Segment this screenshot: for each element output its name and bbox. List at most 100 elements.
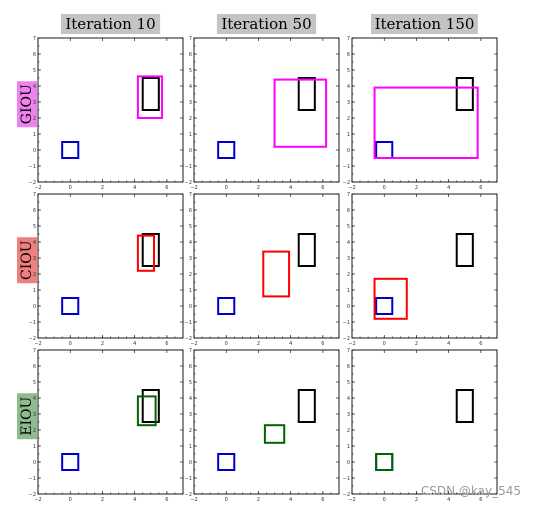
y-tick-label: 2 — [33, 272, 36, 278]
x-tick-label: 4 — [289, 185, 292, 191]
x-tick-label: −2 — [348, 185, 355, 191]
row-label: GIOU — [19, 84, 35, 124]
y-tick-label: 5 — [189, 224, 192, 230]
column-title-bg — [216, 14, 317, 34]
predicted-box — [136, 75, 164, 119]
y-tick-label: 7 — [33, 192, 36, 198]
target-box — [455, 233, 474, 267]
y-tick-label: 4 — [33, 84, 36, 90]
y-tick-label: 0 — [189, 460, 192, 466]
x-tick-label: 6 — [479, 497, 482, 503]
y-tick-label: 0 — [33, 460, 36, 466]
y-tick-label: 1 — [189, 444, 192, 450]
anchor-box — [375, 453, 394, 471]
target-box — [141, 233, 160, 267]
y-tick-label: 7 — [189, 348, 192, 354]
y-tick-label: 2 — [189, 116, 192, 122]
predicted-box — [375, 453, 394, 471]
x-tick-label: 0 — [383, 185, 386, 191]
x-tick-label: 4 — [133, 185, 136, 191]
watermark: CSDN @kay_545 — [420, 484, 521, 498]
x-tick-label: 4 — [289, 341, 292, 347]
y-tick-label: 1 — [189, 132, 192, 138]
y-tick-label: 5 — [189, 68, 192, 74]
y-tick-label: 4 — [189, 240, 192, 246]
y-tick-label: 6 — [189, 52, 192, 58]
x-tick-label: 0 — [69, 185, 72, 191]
x-tick-label: −2 — [190, 497, 197, 503]
x-tick-label: 0 — [383, 341, 386, 347]
y-tick-label: −2 — [185, 336, 192, 342]
x-tick-label: 4 — [289, 497, 292, 503]
y-tick-label: 2 — [33, 428, 36, 434]
y-tick-label: −2 — [29, 180, 36, 186]
y-tick-label: 4 — [347, 396, 350, 402]
y-tick-label: −2 — [185, 492, 192, 498]
x-tick-label: −2 — [34, 185, 41, 191]
y-tick-label: 4 — [33, 396, 36, 402]
y-tick-label: −2 — [343, 492, 350, 498]
y-tick-label: 0 — [189, 304, 192, 310]
predicted-box — [263, 424, 286, 444]
row-label-bg — [17, 81, 37, 128]
y-tick-label: 5 — [189, 380, 192, 386]
y-tick-label: 0 — [189, 148, 192, 154]
y-tick-label: 6 — [33, 52, 36, 58]
y-tick-label: 7 — [33, 348, 36, 354]
y-tick-label: −1 — [29, 476, 36, 482]
y-tick-label: 2 — [347, 116, 350, 122]
x-tick-label: −2 — [34, 497, 41, 503]
column-title-bg — [371, 14, 478, 34]
anchor-box — [61, 297, 80, 315]
anchor-box — [375, 297, 394, 315]
column-title: Iteration 10 — [65, 15, 155, 33]
x-tick-label: −2 — [348, 341, 355, 347]
y-tick-label: 3 — [347, 412, 350, 418]
y-tick-label: 3 — [33, 256, 36, 262]
y-tick-label: 1 — [347, 444, 350, 450]
x-tick-label: 0 — [69, 497, 72, 503]
target-box — [297, 233, 316, 267]
y-tick-label: 7 — [347, 36, 350, 42]
y-tick-label: 0 — [347, 460, 350, 466]
panel-frame — [351, 349, 498, 495]
y-tick-label: 4 — [347, 84, 350, 90]
y-tick-label: 3 — [347, 256, 350, 262]
x-tick-label: 0 — [383, 497, 386, 503]
y-tick-label: 6 — [347, 208, 350, 214]
x-tick-label: 2 — [257, 185, 260, 191]
y-tick-label: −1 — [29, 164, 36, 170]
row-label: EIOU — [19, 397, 35, 436]
y-tick-label: −2 — [185, 180, 192, 186]
y-tick-label: 5 — [347, 224, 350, 230]
row-label: CIOU — [19, 240, 35, 280]
anchor-box — [217, 297, 236, 315]
x-tick-label: −2 — [34, 341, 41, 347]
y-tick-label: 2 — [189, 428, 192, 434]
anchor-box — [217, 453, 236, 471]
y-tick-label: 1 — [189, 288, 192, 294]
y-tick-label: 4 — [347, 240, 350, 246]
x-tick-label: 6 — [165, 341, 168, 347]
anchor-box — [61, 141, 80, 159]
y-tick-label: 6 — [347, 364, 350, 370]
panel-frame — [37, 349, 184, 495]
x-tick-label: 0 — [225, 497, 228, 503]
predicted-box — [373, 86, 479, 159]
x-tick-label: 6 — [321, 341, 324, 347]
y-tick-label: 2 — [347, 428, 350, 434]
y-tick-label: 0 — [33, 148, 36, 154]
y-tick-label: −2 — [343, 180, 350, 186]
x-tick-label: 2 — [415, 497, 418, 503]
anchor-box — [217, 141, 236, 159]
x-tick-label: 0 — [225, 185, 228, 191]
y-tick-label: 6 — [189, 208, 192, 214]
y-tick-label: 2 — [33, 116, 36, 122]
y-tick-label: 5 — [347, 68, 350, 74]
x-tick-label: 2 — [101, 185, 104, 191]
y-tick-label: 3 — [189, 100, 192, 106]
x-tick-label: 4 — [447, 185, 450, 191]
y-tick-label: 7 — [347, 348, 350, 354]
x-tick-label: 2 — [415, 341, 418, 347]
panel-frame — [193, 193, 340, 339]
